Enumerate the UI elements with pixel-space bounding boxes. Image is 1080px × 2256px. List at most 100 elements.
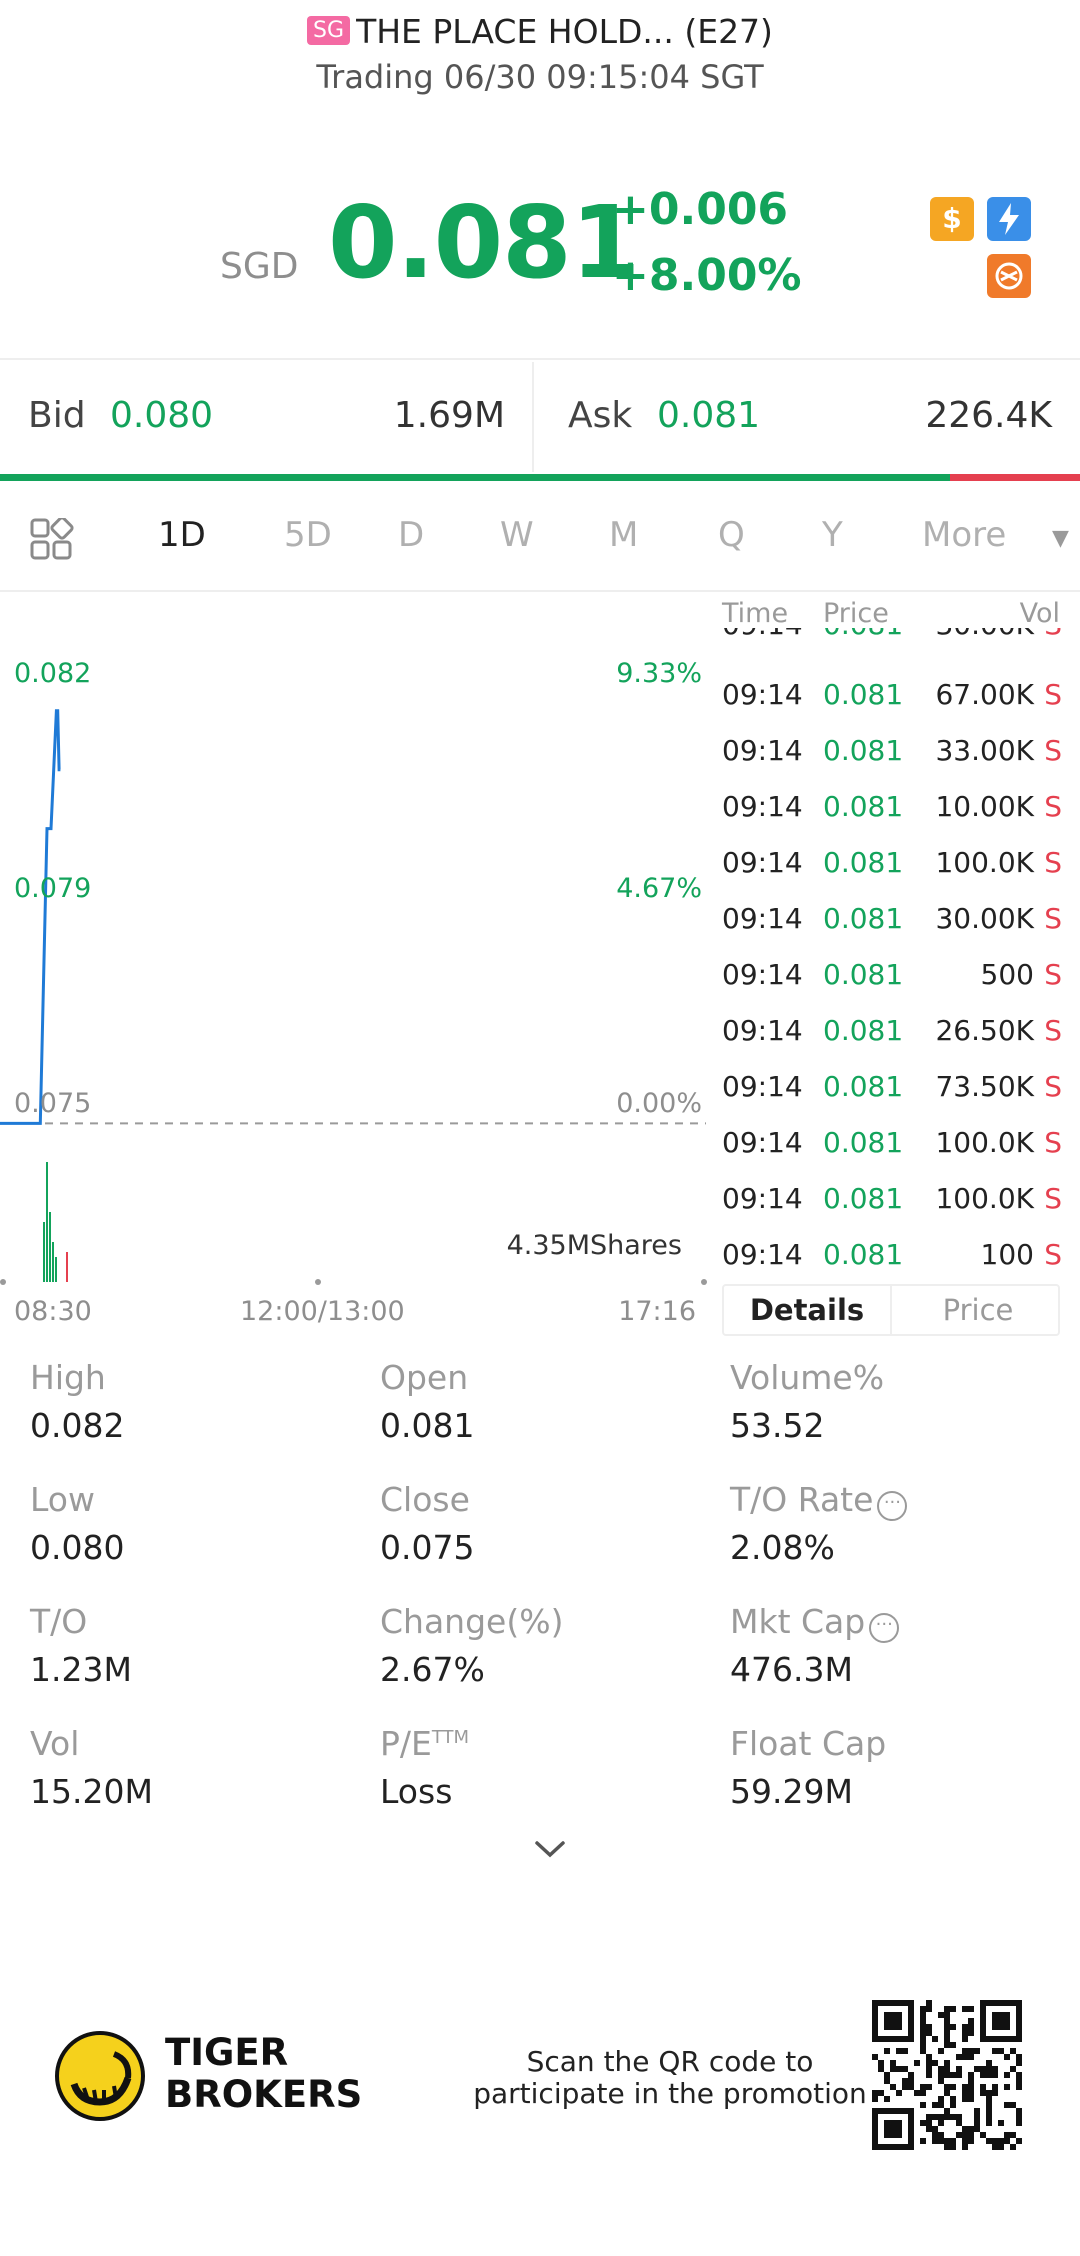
trade-vol: 33.00K [935,734,1034,767]
details-price-toggle: Details Price [722,1284,1060,1336]
tab-y[interactable]: Y [822,515,843,555]
trade-time: 09:14 [722,628,803,641]
qr-code[interactable] [872,2000,1022,2150]
promo-text: Scan the QR code to participate in the p… [470,2046,870,2110]
trade-vol: 26.50K [935,1014,1034,1047]
stat-label: Open [380,1358,468,1397]
volume-bar [52,1242,54,1282]
info-icon[interactable]: ··· [877,1491,908,1521]
stat-label: Mkt Cap ··· [730,1602,900,1643]
stat-value: 59.29M [730,1772,853,1811]
info-icon[interactable]: ··· [869,1613,900,1643]
volume-bar [43,1222,45,1282]
trades-header-vol: Vol [1019,598,1060,629]
y-label-pct-mid: 4.67% [616,873,702,904]
trade-price: 0.081 [823,958,904,991]
volume-bar [46,1162,48,1282]
intraday-chart[interactable] [0,640,712,1300]
trade-side: S [1044,628,1062,641]
stat-label-text: Mkt Cap [730,1602,866,1641]
trade-time: 09:14 [722,958,803,991]
tab-1d[interactable]: 1D [158,515,206,555]
stock-name: THE PLACE HOLD... (E27) [356,12,773,51]
bid-price[interactable]: 0.080 [110,395,214,436]
trade-row: 09:14 0.081 100.0K S [722,1126,1062,1182]
stat-label: Volume% [730,1358,884,1397]
lightning-icon[interactable] [987,197,1031,241]
promo-line2: participate in the promotion [473,2077,867,2110]
tab-more[interactable]: More [922,515,1007,555]
stat-label-text: T/O Rate [730,1480,874,1519]
trade-price: 0.081 [823,790,904,823]
currency-label: SGD [220,246,299,287]
tab-price[interactable]: Price [942,1293,1014,1327]
chevron-down-icon[interactable]: ▼ [1052,526,1069,551]
price-line [0,709,61,1125]
trade-price: 0.081 [823,1182,904,1215]
trade-side: S [1044,1238,1062,1271]
tab-q[interactable]: Q [718,515,745,555]
trade-price: 0.081 [823,902,904,935]
axis-dot [0,1279,6,1285]
ask-size: 226.4K [925,395,1052,436]
tab-details[interactable]: Details [724,1286,892,1334]
tab-w[interactable]: W [500,515,534,555]
volume-bars [43,1162,68,1282]
volume-bar [55,1257,57,1282]
expand-chevron-icon[interactable] [533,1838,567,1864]
trade-time: 09:14 [722,846,803,879]
trade-price: 0.081 [823,846,904,879]
bid-label: Bid [28,395,86,436]
stat-value: 476.3M [730,1650,853,1689]
stat-label-sup: TTM [431,1727,470,1748]
trade-side: S [1044,790,1062,823]
stat-label-text: Close [380,1480,470,1519]
stat-value: 0.080 [30,1528,125,1567]
trade-vol: 67.00K [935,678,1034,711]
x-label-close: 17:16 [618,1296,696,1327]
trade-time: 09:14 [722,678,803,711]
layout-grid-icon[interactable] [30,516,74,566]
trade-time: 09:14 [722,790,803,823]
trade-vol: 30.00K [935,628,1034,641]
trade-row: 09:14 0.081 33.00K S [722,734,1062,790]
tiger-logo-icon [54,2030,146,2126]
y-label-pct-high: 9.33% [616,658,702,689]
ask-price[interactable]: 0.081 [657,395,761,436]
trade-price: 0.081 [823,1070,904,1103]
ask-strength-bar [950,474,1080,481]
trades-header-price: Price [823,598,889,629]
stat-label: T/O Rate ··· [730,1480,908,1521]
tab-m[interactable]: M [609,515,639,555]
volume-bar [49,1212,51,1282]
divider [0,358,1080,360]
stat-value: 1.23M [30,1650,132,1689]
trade-side: S [1044,1126,1062,1159]
trade-vol: 100.0K [935,1182,1034,1215]
dollar-icon[interactable]: $ [930,197,974,241]
trade-time: 09:14 [722,1014,803,1047]
trade-price: 0.081 [823,1014,904,1047]
stat-label: Vol [30,1724,79,1763]
tab-5d[interactable]: 5D [284,515,332,555]
bid-size: 1.69M [393,395,505,436]
trading-status: Trading 06/30 09:15:04 SGT [316,58,764,96]
y-label-pct-low: 0.00% [616,1088,702,1119]
trade-side: S [1044,846,1062,879]
price-change-pct: +8.00% [612,250,802,301]
stat-label: Float Cap [730,1724,886,1763]
stat-label: Change(%) [380,1602,563,1641]
trade-row: 09:14 0.081 67.00K S [722,678,1062,734]
cycle-icon[interactable] [987,254,1031,298]
stat-value: 15.20M [30,1772,153,1811]
tab-d[interactable]: D [398,515,425,555]
stat-label-text: Open [380,1358,469,1397]
trade-price: 0.081 [823,1126,904,1159]
stat-label-text: T/O [30,1602,88,1641]
trade-row: 09:14 0.081 100.0K S [722,846,1062,902]
market-badge: SG [307,16,351,45]
trade-side: S [1044,1070,1062,1103]
trades-header-time: Time [722,598,789,629]
axis-dot [315,1279,321,1285]
trade-price: 0.081 [823,628,903,641]
